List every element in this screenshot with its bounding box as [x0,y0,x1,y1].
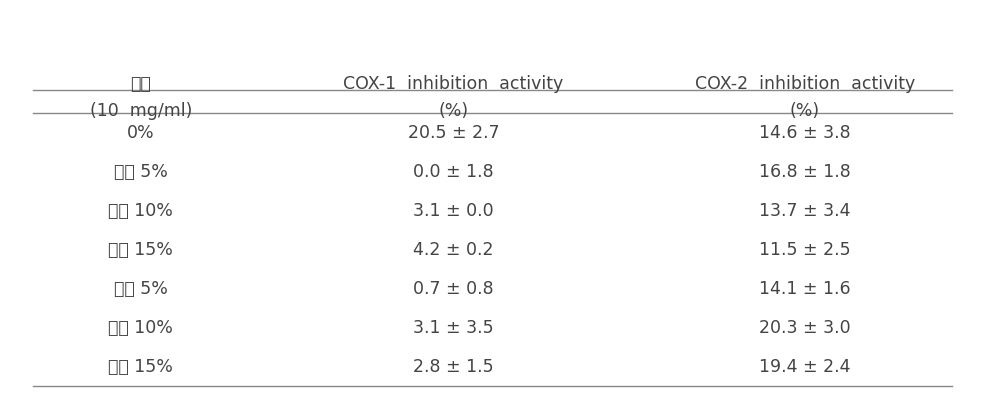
Text: 0.0 ± 1.8: 0.0 ± 1.8 [413,163,493,181]
Text: 2.8 ± 1.5: 2.8 ± 1.5 [413,357,493,376]
Text: 현미 15%: 현미 15% [108,357,173,376]
Text: 20.3 ± 3.0: 20.3 ± 3.0 [759,318,851,337]
Text: 현미 10%: 현미 10% [108,318,173,337]
Text: 14.1 ± 1.6: 14.1 ± 1.6 [759,280,851,298]
Text: 샘플
(10  mg/ml): 샘플 (10 mg/ml) [90,76,192,120]
Text: 0%: 0% [127,124,155,142]
Text: COX-2  inhibition  activity
(%): COX-2 inhibition activity (%) [694,76,915,120]
Text: 0.7 ± 0.8: 0.7 ± 0.8 [413,280,493,298]
Text: 쌌거 15%: 쌌거 15% [108,241,173,259]
Text: 쌌거 5%: 쌌거 5% [114,163,167,181]
Text: 16.8 ± 1.8: 16.8 ± 1.8 [759,163,851,181]
Text: 쌌거 10%: 쌌거 10% [108,202,173,220]
Text: 20.5 ± 2.7: 20.5 ± 2.7 [408,124,499,142]
Text: 14.6 ± 3.8: 14.6 ± 3.8 [759,124,851,142]
Text: COX-1  inhibition  activity
(%): COX-1 inhibition activity (%) [344,76,563,120]
Text: 4.2 ± 0.2: 4.2 ± 0.2 [413,241,493,259]
Text: 3.1 ± 0.0: 3.1 ± 0.0 [413,202,493,220]
Text: 3.1 ± 3.5: 3.1 ± 3.5 [413,318,493,337]
Text: 13.7 ± 3.4: 13.7 ± 3.4 [759,202,851,220]
Text: 현미 5%: 현미 5% [114,280,167,298]
Text: 11.5 ± 2.5: 11.5 ± 2.5 [759,241,851,259]
Text: 19.4 ± 2.4: 19.4 ± 2.4 [759,357,851,376]
